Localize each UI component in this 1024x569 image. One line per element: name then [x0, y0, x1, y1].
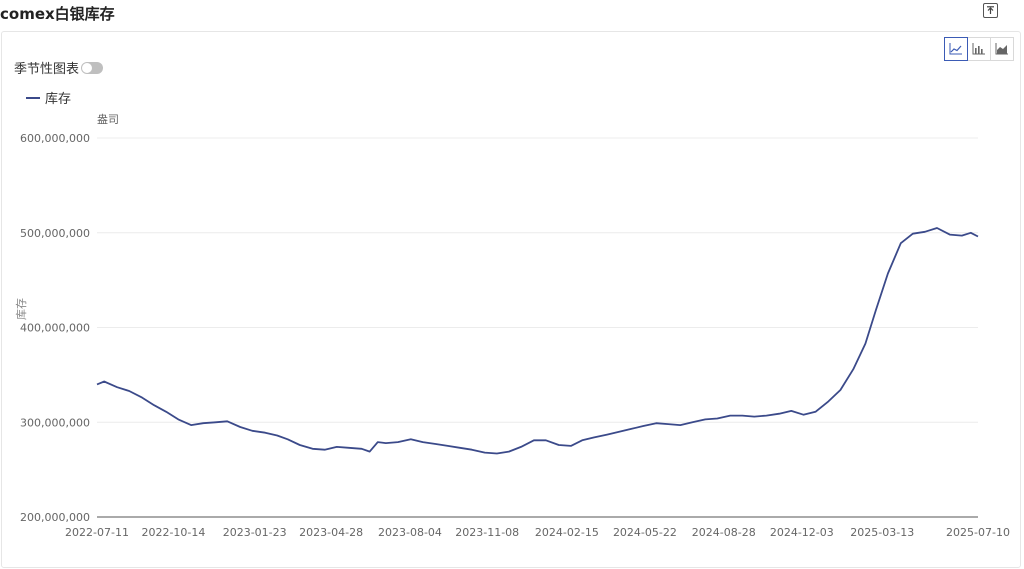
seasonal-label: 季节性图表 [14, 62, 80, 77]
arrow-up-icon [987, 6, 994, 14]
bar-chart-button[interactable] [967, 37, 991, 61]
legend-label: 库存 [45, 92, 72, 107]
legend-item[interactable]: 库存 [26, 88, 71, 107]
export-icon[interactable] [983, 3, 998, 18]
seasonal-toggle-row: 季节性图表 [14, 58, 104, 77]
bar-chart-icon [972, 43, 985, 55]
chart-card [1, 31, 1021, 568]
area-chart-icon [995, 43, 1008, 55]
line-chart-icon [949, 43, 962, 55]
seasonal-toggle[interactable] [81, 61, 104, 74]
page-title: comex白银库存 [0, 5, 115, 23]
legend-swatch [26, 96, 40, 99]
toggle-knob [82, 62, 93, 73]
line-chart-button[interactable] [944, 37, 968, 61]
chart-type-switcher [944, 37, 1014, 61]
area-chart-button[interactable] [990, 37, 1014, 61]
